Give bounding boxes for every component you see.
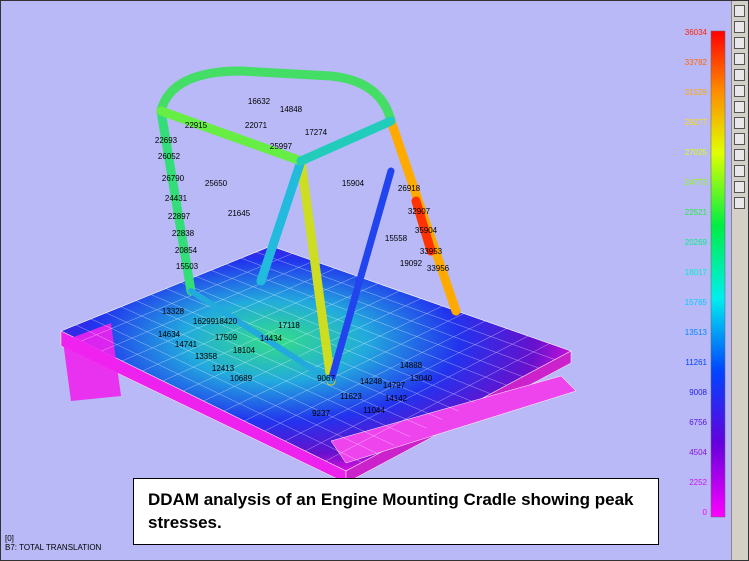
stress-label: 10689 (230, 374, 253, 383)
stress-label: 15503 (176, 262, 199, 271)
toolbar-button[interactable] (734, 5, 745, 17)
colorbar-label: 4504 (689, 448, 707, 457)
stress-label: 20854 (175, 246, 198, 255)
colorbar-label: 31529 (685, 88, 708, 97)
stress-label: 22915 (185, 121, 208, 130)
colorbar-label: 9008 (689, 388, 707, 397)
stress-label: 14248 (360, 377, 383, 386)
stress-label: 13358 (195, 352, 218, 361)
stress-label: 13040 (410, 374, 433, 383)
toolbar-button[interactable] (734, 53, 745, 65)
colorbar (711, 31, 725, 517)
colorbar-label: 11261 (685, 358, 707, 367)
stress-label: 33956 (427, 264, 450, 273)
colorbar-label: 2252 (689, 478, 707, 487)
stress-label: 25997 (270, 142, 293, 151)
stress-label: 13328 (162, 307, 185, 316)
stress-label: 26790 (162, 174, 185, 183)
toolbar-button[interactable] (734, 165, 745, 177)
toolbar-button[interactable] (734, 181, 745, 193)
caption: DDAM analysis of an Engine Mounting Crad… (133, 478, 659, 545)
colorbar-label: 24773 (685, 178, 708, 187)
stress-label: 11044 (363, 406, 385, 415)
stress-label: 15558 (385, 234, 408, 243)
stress-label: 14741 (175, 340, 198, 349)
status-line: [0] (5, 534, 14, 543)
colorbar-label: 6756 (689, 418, 707, 427)
colorbar-label: 15765 (685, 298, 708, 307)
stress-label: 16299 (193, 317, 216, 326)
stress-label: 14634 (158, 330, 181, 339)
stress-label: 14888 (400, 361, 423, 370)
stress-label: 11623 (340, 392, 362, 401)
status-line: B7: TOTAL TRANSLATION (5, 543, 102, 552)
stress-label: 18420 (215, 317, 238, 326)
model-view: 16632 14848 22071 17274 25997 22915 22693 26052… (1, 1, 733, 561)
toolbar-button[interactable] (734, 69, 745, 81)
stress-label: 24431 (165, 194, 188, 203)
colorbar-label: 27025 (685, 148, 708, 157)
colorbar-label: 18017 (685, 268, 708, 277)
stress-label: 22838 (172, 229, 195, 238)
stress-label: 22693 (155, 136, 178, 145)
colorbar-scale (711, 31, 725, 517)
toolbar-button[interactable] (734, 149, 745, 161)
stress-label: 26052 (158, 152, 181, 161)
stress-label: 32907 (408, 207, 431, 216)
stress-label: 17274 (305, 128, 328, 137)
toolbar-button[interactable] (734, 133, 745, 145)
colorbar-label: 0 (703, 508, 708, 517)
colorbar-label: 13513 (685, 328, 708, 337)
stress-label: 21645 (228, 209, 251, 218)
stress-label: 14797 (383, 381, 406, 390)
stress-label: 22897 (168, 212, 191, 221)
stress-label: 22071 (245, 121, 268, 130)
colorbar-label: 33782 (685, 58, 708, 67)
colorbar-label: 29277 (685, 118, 708, 127)
stress-label: 19092 (400, 259, 423, 268)
toolbar-button[interactable] (734, 101, 745, 113)
toolbar[interactable] (731, 1, 748, 561)
toolbar-button[interactable] (734, 21, 745, 33)
toolbar-button[interactable] (734, 117, 745, 129)
stress-label: 25650 (205, 179, 228, 188)
stress-label: 17509 (215, 333, 238, 342)
stress-label: 26918 (398, 184, 421, 193)
stress-label: 9067 (317, 374, 335, 383)
toolbar-button[interactable] (734, 37, 745, 49)
stress-label: 35904 (415, 226, 438, 235)
colorbar-label: 22521 (685, 208, 708, 217)
stress-label: 14434 (260, 334, 283, 343)
stress-label: 12413 (212, 364, 235, 373)
stress-label: 14142 (385, 394, 408, 403)
stress-label: 16632 (248, 97, 271, 106)
stress-label: 33953 (420, 247, 443, 256)
colorbar-labels: 36034 33782 31529 29277 27025 24773 22521 20269… (685, 28, 708, 517)
colorbar-label: 36034 (685, 28, 708, 37)
stress-label: 18104 (233, 346, 256, 355)
toolbar-button[interactable] (734, 197, 745, 209)
screenshot: 16632 14848 22071 17274 25997 22915 22693 26052… (0, 0, 749, 561)
stress-label: 15904 (342, 179, 365, 188)
stress-label: 14848 (280, 105, 303, 114)
stress-label: 17118 (278, 321, 300, 330)
toolbar-button[interactable] (734, 85, 745, 97)
stress-label: 9237 (312, 409, 330, 418)
colorbar-label: 20269 (685, 238, 708, 247)
